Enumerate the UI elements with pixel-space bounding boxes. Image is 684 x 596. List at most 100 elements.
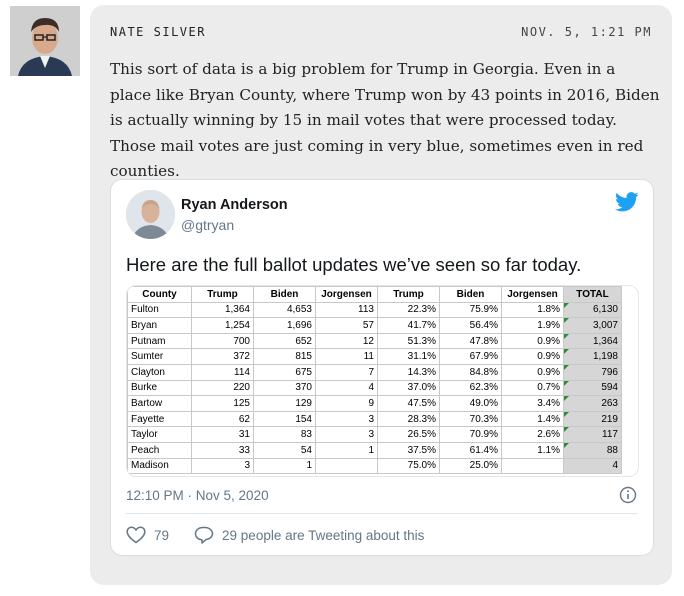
- table-cell: 0.9%: [501, 348, 564, 365]
- post-body: This sort of data is a big problem for T…: [110, 60, 660, 180]
- table-cell: 3: [315, 426, 378, 443]
- table-cell: 54: [253, 441, 316, 459]
- table-cell: 0.7%: [501, 379, 564, 397]
- table-cell: 675: [253, 363, 316, 381]
- table-header-cell: Jorgensen: [501, 286, 564, 303]
- table-cell: [501, 457, 564, 475]
- table-cell: 31.1%: [377, 348, 440, 365]
- table-cell: 22.3%: [377, 301, 440, 319]
- table-cell: 11: [315, 348, 378, 365]
- table-cell: 47.8%: [439, 332, 502, 350]
- table-row: Bartow 125 129 9 47.5% 49.0% 3.4% 263: [127, 395, 622, 412]
- table-cell: 652: [253, 332, 316, 350]
- table-cell: [315, 457, 378, 475]
- discussion-link[interactable]: 29 people are Tweeting about this: [194, 526, 424, 544]
- county-cell: Sumter: [127, 348, 192, 365]
- table-cell: 700: [191, 332, 254, 350]
- table-cell: 62.3%: [439, 379, 502, 397]
- table-cell: 372: [191, 348, 254, 365]
- table-row: Clayton 114 675 7 14.3% 84.8% 0.9% 796: [127, 363, 622, 381]
- table-cell: 594: [563, 379, 622, 397]
- tweet-actions: 79 29 people are Tweeting about this: [126, 526, 424, 544]
- tweet-avatar[interactable]: [126, 190, 175, 239]
- table-cell: 37.0%: [377, 379, 440, 397]
- county-cell: Fayette: [127, 410, 192, 428]
- ballot-table-image[interactable]: County Trump Biden Jorgensen Trump Biden Jorge…: [126, 285, 639, 477]
- heart-icon: [126, 526, 146, 544]
- table-cell: 263: [563, 395, 622, 412]
- speech-bubble-icon: [194, 526, 214, 544]
- table-cell: 75.9%: [439, 301, 502, 319]
- author-name[interactable]: NATE SILVER: [110, 25, 206, 39]
- table-cell: 33: [191, 441, 254, 459]
- table-row: Fayette 62 154 3 28.3% 70.3% 1.4% 219: [127, 410, 622, 428]
- table-cell: 67.9%: [439, 348, 502, 365]
- table-cell: 114: [191, 363, 254, 381]
- table-cell: 220: [191, 379, 254, 397]
- table-cell: 70.3%: [439, 410, 502, 428]
- table-cell: 56.4%: [439, 317, 502, 334]
- twitter-bird-icon[interactable]: [615, 192, 639, 212]
- table-cell: 1: [253, 457, 316, 475]
- table-row: Burke 220 370 4 37.0% 62.3% 0.7% 594: [127, 379, 622, 397]
- table-cell: 57: [315, 317, 378, 334]
- county-cell: Putnam: [127, 332, 192, 350]
- tweet-divider: [126, 513, 638, 514]
- like-count: 79: [154, 527, 170, 543]
- table-cell: 37.5%: [377, 441, 440, 459]
- table-cell: 3: [191, 457, 254, 475]
- table-cell: 1,696: [253, 317, 316, 334]
- table-cell: 1,254: [191, 317, 254, 334]
- county-cell: Madison: [127, 457, 192, 475]
- table-cell: 129: [253, 395, 316, 412]
- table-cell: 0.9%: [501, 363, 564, 381]
- table-row: Sumter 372 815 11 31.1% 67.9% 0.9% 1,198: [127, 348, 622, 365]
- table-cell: 83: [253, 426, 316, 443]
- table-cell: 28.3%: [377, 410, 440, 428]
- tweet-datetime[interactable]: 12:10 PM · Nov 5, 2020: [126, 488, 269, 503]
- county-cell: Peach: [127, 441, 192, 459]
- table-cell: 125: [191, 395, 254, 412]
- table-cell: 370: [253, 379, 316, 397]
- table-cell: 154: [253, 410, 316, 428]
- author-avatar[interactable]: [10, 6, 80, 76]
- table-row: Fulton 1,364 4,653 113 22.3% 75.9% 1.8% 6,130: [127, 301, 622, 319]
- table-cell: 41.7%: [377, 317, 440, 334]
- tweet-author-handle[interactable]: @gtryan: [181, 217, 235, 233]
- post-timestamp: NOV. 5, 1:21 PM: [521, 25, 652, 39]
- table-cell: 49.0%: [439, 395, 502, 412]
- table-cell: 1.1%: [501, 441, 564, 459]
- embedded-tweet[interactable]: Ryan Anderson @gtryan Here are the full …: [110, 179, 654, 556]
- table-cell: 61.4%: [439, 441, 502, 459]
- table-cell: 31: [191, 426, 254, 443]
- table-cell: 1,364: [563, 332, 622, 350]
- table-cell: 1.9%: [501, 317, 564, 334]
- table-cell: 1.8%: [501, 301, 564, 319]
- table-cell: 47.5%: [377, 395, 440, 412]
- table-cell: 14.3%: [377, 363, 440, 381]
- table-cell: 6,130: [563, 301, 622, 319]
- tweet-author-name[interactable]: Ryan Anderson: [181, 197, 288, 213]
- info-icon[interactable]: [619, 486, 637, 504]
- table-cell: 75.0%: [377, 457, 440, 475]
- table-cell: 113: [315, 301, 378, 319]
- like-button[interactable]: 79: [126, 526, 169, 544]
- table-cell: 1,198: [563, 348, 622, 365]
- table-row: Bryan 1,254 1,696 57 41.7% 56.4% 1.9% 3,007: [127, 317, 622, 334]
- table-header-cell: Jorgensen: [315, 286, 378, 303]
- table-cell: 84.8%: [439, 363, 502, 381]
- table-header-cell: Biden: [253, 286, 316, 303]
- table-cell: 62: [191, 410, 254, 428]
- post-card: NATE SILVER NOV. 5, 1:21 PM This sort of…: [90, 5, 672, 585]
- table-row: Peach 33 54 1 37.5% 61.4% 1.1% 88: [127, 441, 622, 459]
- table-cell: 3,007: [563, 317, 622, 334]
- table-cell: 219: [563, 410, 622, 428]
- table-cell: 26.5%: [377, 426, 440, 443]
- table-cell: 4: [315, 379, 378, 397]
- discussion-text: 29 people are Tweeting about this: [222, 527, 425, 543]
- table-cell: 1: [315, 441, 378, 459]
- table-cell: 4,653: [253, 301, 316, 319]
- table-cell: 1,364: [191, 301, 254, 319]
- table-cell: 796: [563, 363, 622, 381]
- county-cell: Bryan: [127, 317, 192, 334]
